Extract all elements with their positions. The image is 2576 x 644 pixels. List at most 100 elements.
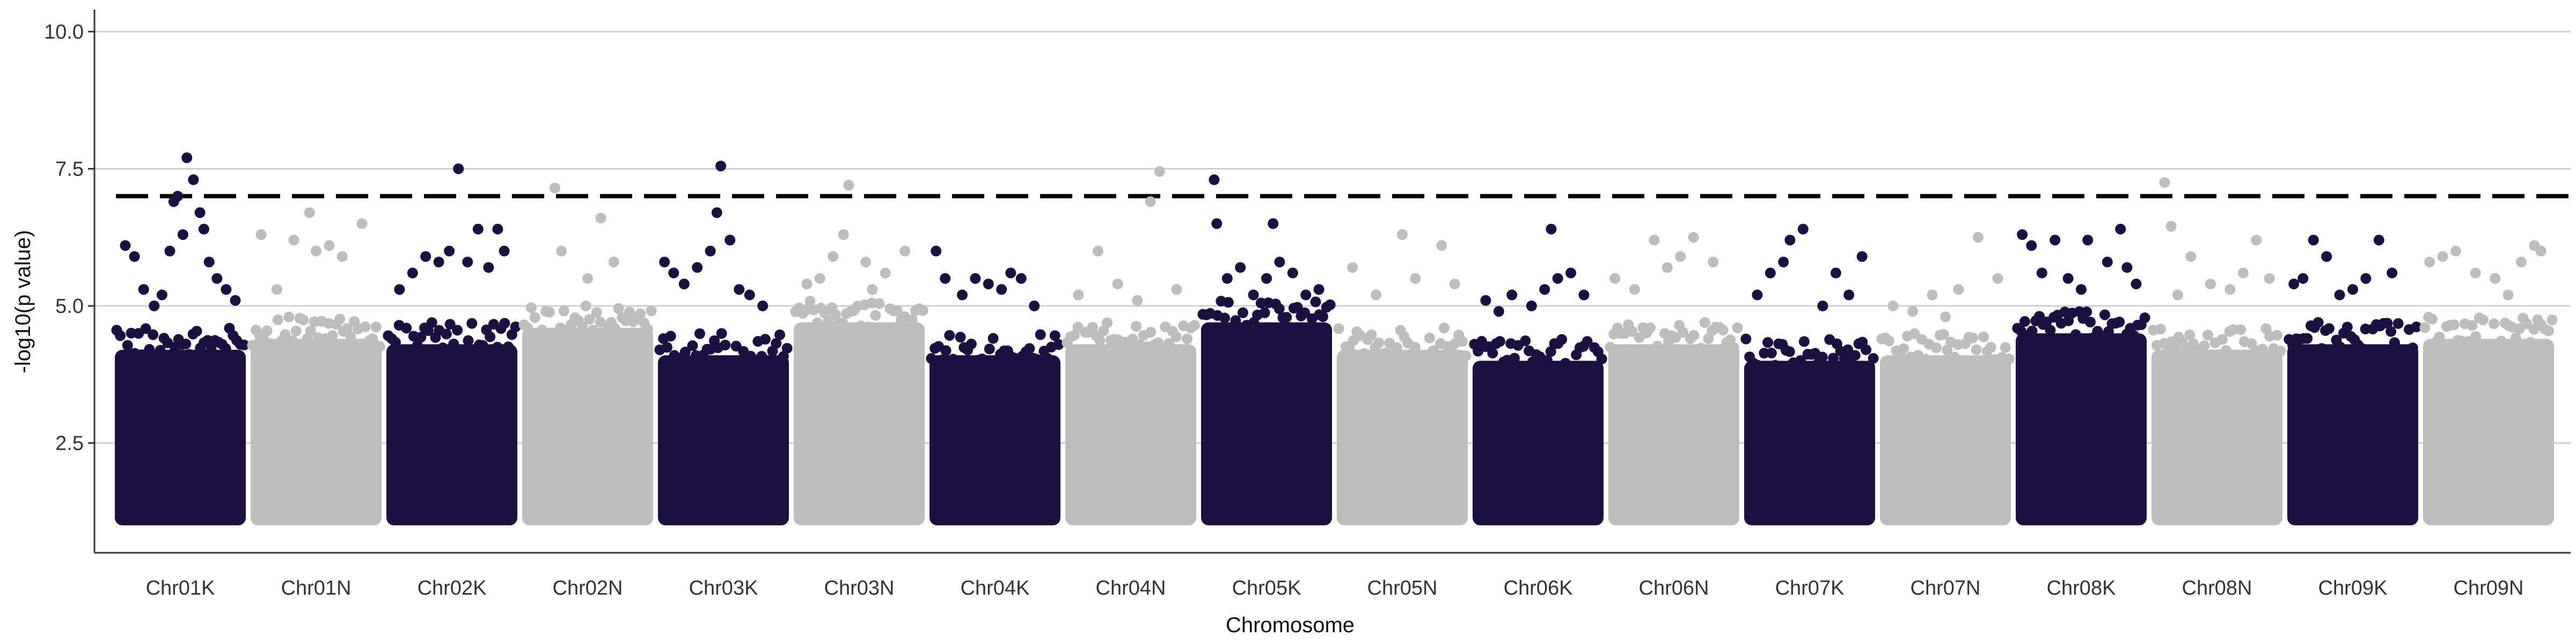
band-edge-point [2341,321,2353,333]
band-edge-point [459,344,470,355]
band-edge-point [1069,330,1080,341]
band-edge-point [2543,325,2554,336]
point-Chr06N-1 [1629,284,1640,295]
band-edge-point [1358,348,1370,359]
band-edge-point [1868,353,1879,364]
point-Chr05K-9 [1300,289,1312,301]
dense-band-Chr07K [1744,361,1875,525]
point-Chr06K-8 [1578,289,1590,301]
band-edge-point [1978,331,1989,342]
point-Chr08N-4 [2205,279,2216,290]
point-Chr07N-0 [1887,301,1899,311]
band-edge-point [2155,324,2166,335]
point-Chr07K-0 [1752,289,1763,301]
point-Chr01N-3 [304,207,315,218]
band-edge-point [1898,343,1909,354]
point-Chr04K-5 [996,284,1007,295]
band-edge-point [591,307,602,318]
band-edge-point [687,340,698,352]
band-edge-point [1285,322,1296,333]
point-Chr06K-0 [1480,295,1491,306]
point-Chr01K-3 [149,301,160,311]
band-edge-point [1494,336,1505,347]
band-edge-point [1828,353,1839,364]
point-Chr08K-3 [2050,235,2061,246]
band-edge-point [2546,314,2558,326]
band-edge-point [1170,331,1182,342]
band-edge-point [401,323,412,334]
band-edge-point [2000,342,2011,353]
band-edge-point [2026,325,2038,336]
band-edge-point [624,306,635,318]
band-edge-point [1766,347,1777,358]
point-Chr03K-7 [724,235,736,246]
y-axis-title: -log10(p value) [11,230,35,374]
band-edge-point [2382,318,2393,329]
band-edge-point [327,330,338,341]
band-edge-point [1656,346,1667,357]
band-edge-point [1596,353,1607,364]
band-edge-point [477,340,488,351]
band-edge-point [2257,343,2268,355]
band-edge-point [558,305,569,317]
band-edge-point [2034,311,2045,322]
band-edge-point [2434,331,2445,342]
point-Chr08N-5 [2224,284,2236,295]
point-Chr05N-0 [1347,262,1358,273]
point-Chr06K-6 [1552,273,1563,284]
point-Chr06K-1 [1493,306,1504,317]
point-Chr02K-8 [483,262,494,273]
point-Chr02N-1 [556,245,567,257]
x-tick-label-Chr08K: Chr08K [2047,577,2116,599]
point-Chr08N-6 [2237,267,2249,279]
band-edge-point [1677,327,1688,338]
dense-band-Chr02K [386,344,517,525]
band-edge-point [584,313,595,325]
band-edge-point [452,325,463,336]
point-Chr05N-2 [1397,229,1408,240]
band-edge-point [1644,322,1656,333]
point-Chr03K-1 [668,267,679,279]
band-edge-point [1292,302,1303,313]
point-Chr07K-7 [1843,289,1855,301]
point-Chr03N-4 [843,180,854,191]
band-edge-point [906,314,918,326]
band-edge-point [1310,296,1321,308]
point-Chr07N-6 [1992,273,2003,284]
point-Chr09N-5 [2502,289,2514,301]
band-edge-point [1457,336,1468,347]
band-edge-point [522,322,533,333]
band-edge-point [609,323,620,334]
point-Chr09K-7 [2373,235,2384,246]
band-edge-point [1520,335,1531,347]
band-edge-point [1938,329,1949,340]
x-tick-label-Chr04N: Chr04N [1096,577,1166,599]
band-edge-point [2438,340,2449,352]
point-Chr01K-11 [194,207,206,218]
point-Chr03K-3 [692,262,703,273]
band-edge-point [830,309,841,320]
band-edge-point [1189,320,1200,331]
dense-band-Chr09N [2423,339,2554,525]
dense-band-Chr08N [2151,349,2282,525]
band-edge-point [1762,337,1774,348]
band-edge-point [426,317,437,328]
point-Chr03K-0 [659,257,670,268]
point-Chr03K-8 [734,284,745,295]
band-edge-point [781,342,793,354]
band-edge-point [503,341,514,353]
point-Chr06N-0 [1609,273,1621,284]
point-Chr07N-3 [1940,311,1951,323]
band-edge-point [1174,343,1185,355]
band-edge-point [595,317,606,328]
band-edge-point [2385,326,2397,337]
point-Chr01N-1 [271,284,282,295]
band-edge-point [2139,312,2150,324]
band-edge-point [1585,362,1597,374]
x-tick-label-Chr07N: Chr07N [1911,577,1981,599]
band-edge-point [415,332,427,343]
band-edge-point [1035,329,1046,340]
band-edge-point [2426,313,2438,325]
band-edge-point [646,305,657,317]
